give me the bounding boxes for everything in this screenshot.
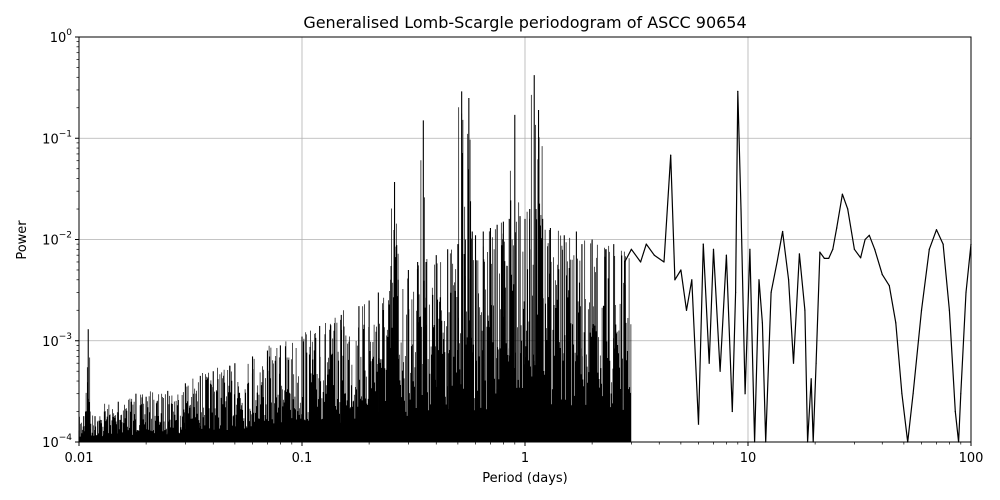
x-tick-label: 0.1 [292, 451, 313, 466]
series-line [624, 90, 972, 443]
y-axis: 10−4 10−3 10−2 10−1 100 [42, 28, 79, 451]
x-axis: 0.01 0.1 1 10 100 [65, 442, 984, 466]
y-tick-label: 10−3 [42, 332, 72, 350]
chart-title: Generalised Lomb-Scargle periodogram of … [303, 13, 746, 32]
y-tick-label: 100 [50, 28, 73, 46]
y-tick-label: 10−1 [42, 129, 72, 147]
x-tick-label: 10 [740, 451, 757, 466]
y-tick-label: 10−4 [42, 433, 72, 451]
x-tick-label: 1 [521, 451, 529, 466]
y-axis-label: Power [15, 220, 30, 260]
series-group [78, 75, 972, 443]
x-axis-label: Period (days) [482, 471, 568, 486]
x-tick-label: 0.01 [65, 451, 94, 466]
x-tick-label: 100 [959, 451, 984, 466]
y-tick-label: 10−2 [42, 231, 72, 249]
